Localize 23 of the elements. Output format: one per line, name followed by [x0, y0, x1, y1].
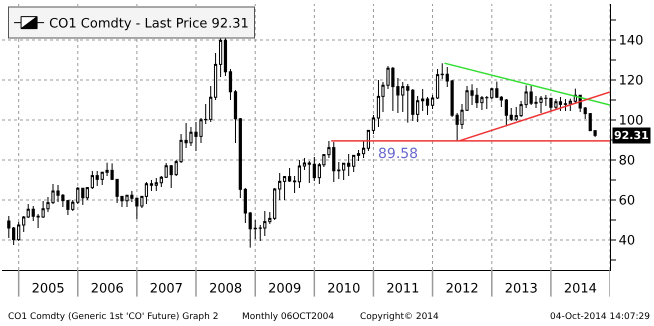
x-tick-label: 2010 — [327, 282, 360, 297]
x-tick-label: 2007 — [150, 282, 183, 297]
text: 04-Oct-2014 14:07:29 — [550, 312, 650, 322]
y-tick-label: 40 — [618, 234, 636, 249]
x-tick-label: 2011 — [386, 282, 420, 297]
text: Copyright© 2014 — [360, 312, 440, 322]
x-tick-label: 2005 — [32, 282, 65, 297]
x-tick-label: 2012 — [446, 282, 479, 297]
text: 92.31 — [614, 129, 649, 142]
x-tick-label: 2006 — [90, 282, 124, 297]
annotation: 89.58 — [378, 146, 418, 162]
x-tick-label: 2013 — [504, 282, 538, 297]
y-tick-label: 60 — [618, 194, 636, 209]
text: CO1 Comdty (Generic 1st 'CO' Future) Graph 2 — [8, 312, 218, 322]
x-tick-label: 2008 — [209, 282, 242, 297]
x-tick-label: 2014 — [564, 282, 597, 297]
text: Monthly 06OCT2004 — [242, 312, 334, 322]
legend-label: CO1 Comdty - Last Price 92.31 — [49, 16, 249, 32]
x-tick-label: 2009 — [268, 282, 302, 297]
y-tick-label: 100 — [618, 114, 644, 129]
y-tick-label: 120 — [618, 74, 644, 89]
y-tick-label: 80 — [618, 154, 636, 169]
y-tick-label: 140 — [618, 34, 644, 49]
